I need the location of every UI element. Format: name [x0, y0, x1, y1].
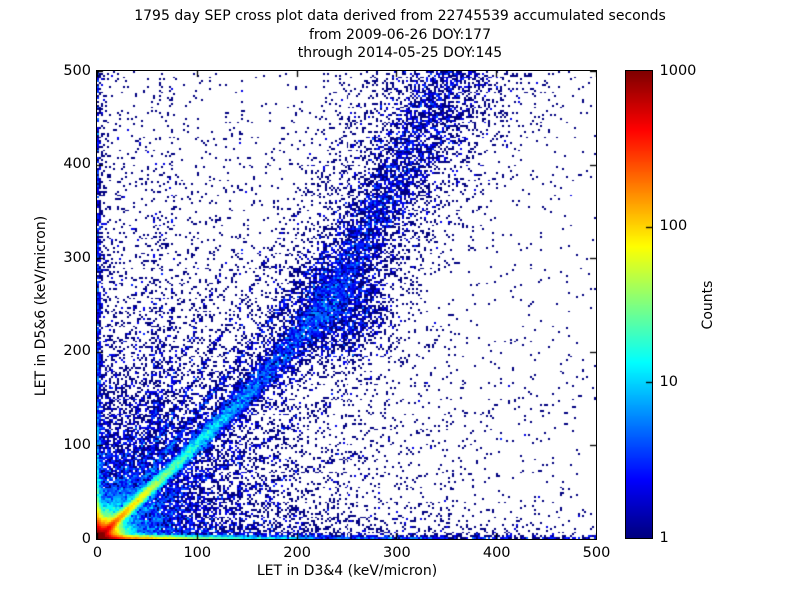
chart-title: 1795 day SEP cross plot data derived fro… [0, 7, 800, 63]
y-tick-label: 0 [81, 530, 91, 547]
y-tick-label: 400 [63, 156, 91, 173]
y-axis-label: LET in D5&6 (keV/micron) [33, 215, 49, 397]
colorbar-tick-label: 1 [659, 529, 669, 546]
x-axis-label: LET in D3&4 (keV/micron) [256, 563, 438, 579]
x-tick-label: 500 [582, 545, 611, 561]
colorbar-tick-label: 100 [659, 218, 688, 235]
chart-title-line1: 1795 day SEP cross plot data derived fro… [134, 8, 666, 24]
x-tick-label: 200 [283, 545, 311, 561]
x-tick-label: 300 [383, 545, 411, 561]
x-tick-label: 100 [183, 545, 212, 561]
chart-title-line2: from 2009-06-26 DOY:177 [308, 26, 491, 43]
x-tick-label: 400 [482, 545, 511, 561]
chart-title-line3: through 2014-05-25 DOY:145 [297, 45, 503, 61]
plot-area [96, 70, 597, 540]
y-tick-label: 500 [63, 62, 91, 79]
y-tick-label: 200 [63, 343, 91, 360]
colorbar-tick-label: 1000 [659, 62, 697, 79]
y-tick-label: 300 [63, 249, 91, 266]
y-tick-label: 100 [63, 436, 91, 453]
heatmap-canvas [97, 71, 596, 539]
colorbar [625, 70, 653, 539]
x-tick-label: 0 [92, 545, 103, 561]
colorbar-tick-label: 10 [659, 373, 678, 390]
colorbar-canvas [626, 71, 652, 538]
colorbar-label: Counts [700, 280, 716, 330]
